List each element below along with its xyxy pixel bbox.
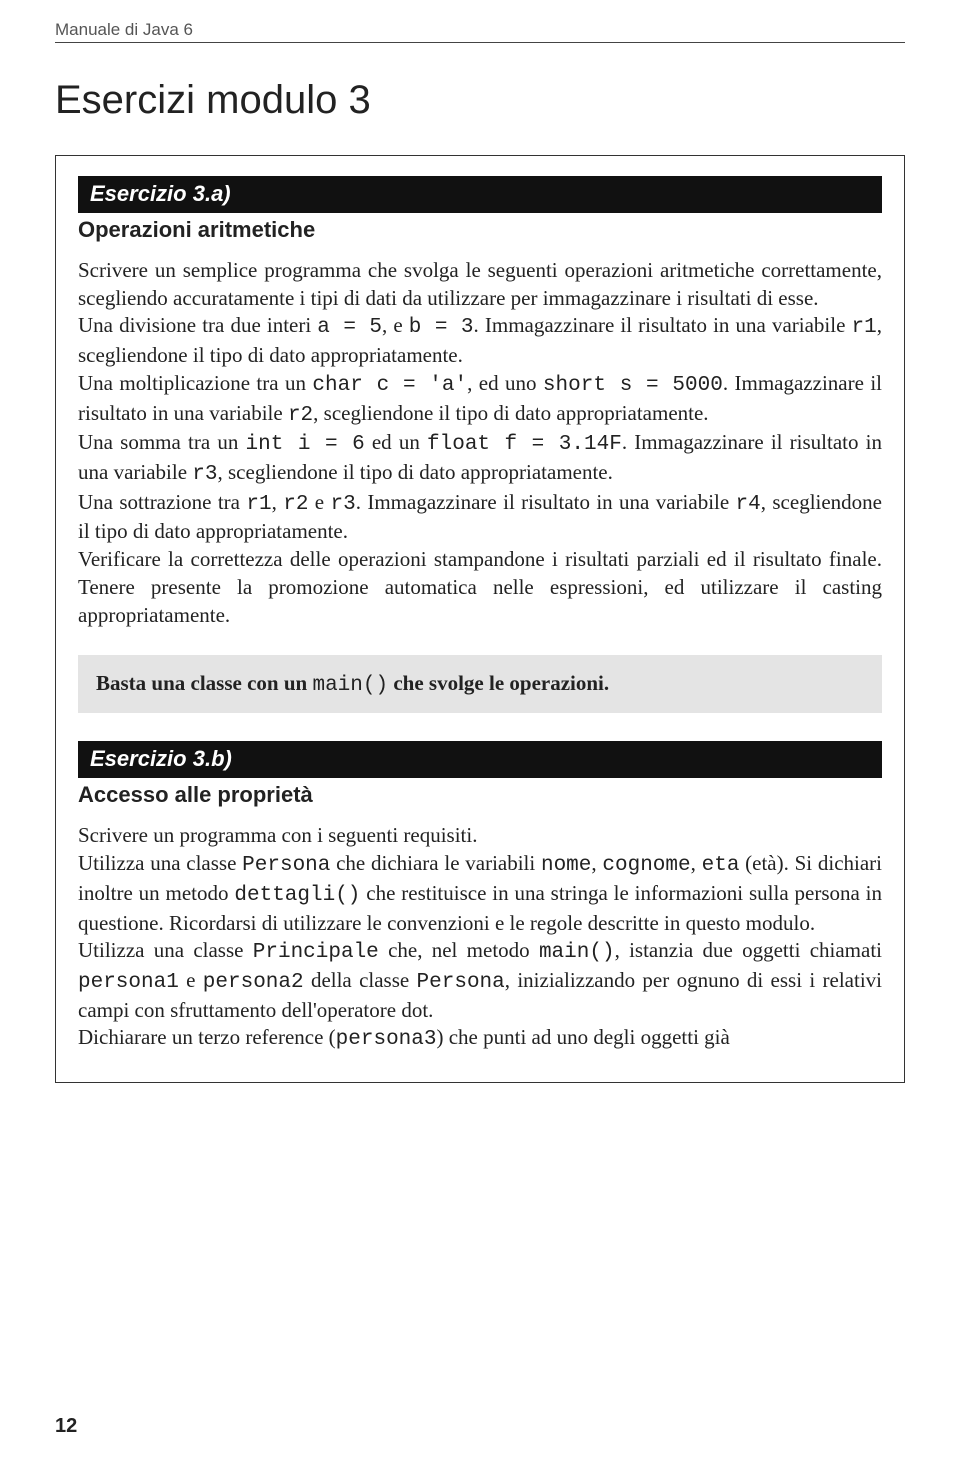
code: cognome bbox=[602, 854, 690, 877]
exercise-b-label: Esercizio 3.b) bbox=[78, 741, 882, 778]
text: e bbox=[308, 490, 330, 514]
paragraph: Una somma tra un int i = 6 ed un float f… bbox=[78, 429, 882, 488]
code: main() bbox=[312, 674, 388, 697]
paragraph: Dichiarare un terzo reference (persona3)… bbox=[78, 1024, 882, 1054]
paragraph: Una sottrazione tra r1, r2 e r3. Immagaz… bbox=[78, 489, 882, 546]
code: Persona bbox=[242, 854, 330, 877]
text: che, nel metodo bbox=[379, 938, 539, 962]
text: e bbox=[179, 968, 203, 992]
running-header: Manuale di Java 6 bbox=[55, 20, 905, 40]
code: eta bbox=[702, 854, 740, 877]
text: . Immagazzinare il risultato in una vari… bbox=[474, 313, 852, 337]
code: persona1 bbox=[78, 971, 179, 994]
text: Utilizza una classe bbox=[78, 851, 242, 875]
text: , e bbox=[382, 313, 409, 337]
paragraph: Una divisione tra due interi a = 5, e b … bbox=[78, 312, 882, 369]
paragraph: Utilizza una classe Persona che dichiara… bbox=[78, 850, 882, 937]
hint-text: che svolge le operazioni. bbox=[388, 671, 609, 695]
code: int i = 6 bbox=[245, 433, 364, 456]
code: r4 bbox=[736, 493, 761, 516]
code: nome bbox=[541, 854, 591, 877]
text: Una divisione tra due interi bbox=[78, 313, 317, 337]
exercise-a-label: Esercizio 3.a) bbox=[78, 176, 882, 213]
text: , ed uno bbox=[467, 371, 543, 395]
paragraph: Scrivere un semplice programma che svolg… bbox=[78, 257, 882, 312]
text: , istanzia due oggetti chiamati bbox=[615, 938, 882, 962]
code: Persona bbox=[417, 971, 505, 994]
text: della classe bbox=[304, 968, 417, 992]
paragraph: Utilizza una classe Principale che, nel … bbox=[78, 937, 882, 1024]
text: , bbox=[691, 851, 702, 875]
text: Una sottrazione tra bbox=[78, 490, 246, 514]
code: Principale bbox=[253, 941, 379, 964]
code: b = 3 bbox=[409, 316, 474, 339]
text: Una moltiplicazione tra un bbox=[78, 371, 312, 395]
exercise-b-body: Scrivere un programma con i seguenti req… bbox=[78, 822, 882, 1054]
text: ed un bbox=[365, 430, 427, 454]
text: , scegliendone il tipo di dato appropria… bbox=[218, 460, 613, 484]
code: r1 bbox=[852, 316, 877, 339]
text: . Immagazzinare il risultato in una vari… bbox=[356, 490, 736, 514]
code: main() bbox=[539, 941, 615, 964]
text: , bbox=[591, 851, 602, 875]
text: , scegliendone il tipo di dato appropria… bbox=[313, 401, 708, 425]
code: persona3 bbox=[336, 1028, 437, 1051]
code: r2 bbox=[288, 404, 313, 427]
page-number: 12 bbox=[55, 1415, 77, 1438]
code: r1 bbox=[246, 493, 271, 516]
paragraph: Scrivere un programma con i seguenti req… bbox=[78, 822, 882, 850]
exercise-b-subtitle: Accesso alle proprietà bbox=[78, 782, 882, 808]
code: a = 5 bbox=[317, 316, 382, 339]
code: char c = 'a' bbox=[312, 374, 467, 397]
text: che dichiara le variabili bbox=[330, 851, 541, 875]
code: r3 bbox=[331, 493, 356, 516]
code: persona2 bbox=[203, 971, 304, 994]
paragraph: Verificare la correttezza delle operazio… bbox=[78, 546, 882, 629]
exercise-a-body: Scrivere un semplice programma che svolg… bbox=[78, 257, 882, 629]
page-title: Esercizi modulo 3 bbox=[55, 78, 905, 123]
text: Una somma tra un bbox=[78, 430, 245, 454]
text: ) che punti ad uno degli oggetti già bbox=[436, 1025, 729, 1049]
text: Dichiarare un terzo reference ( bbox=[78, 1025, 336, 1049]
code: r2 bbox=[283, 493, 308, 516]
exercise-container: Esercizio 3.a) Operazioni aritmetiche Sc… bbox=[55, 155, 905, 1083]
code: r3 bbox=[192, 463, 217, 486]
text: , bbox=[272, 490, 284, 514]
text: Utilizza una classe bbox=[78, 938, 253, 962]
code: float f = 3.14F bbox=[427, 433, 622, 456]
paragraph: Una moltiplicazione tra un char c = 'a',… bbox=[78, 370, 882, 429]
code: short s = 5000 bbox=[543, 374, 723, 397]
header-rule bbox=[55, 42, 905, 43]
code: dettagli() bbox=[234, 884, 360, 907]
exercise-a-subtitle: Operazioni aritmetiche bbox=[78, 217, 882, 243]
hint-box: Basta una classe con un main() che svolg… bbox=[78, 655, 882, 713]
hint-text: Basta una classe con un bbox=[96, 671, 312, 695]
